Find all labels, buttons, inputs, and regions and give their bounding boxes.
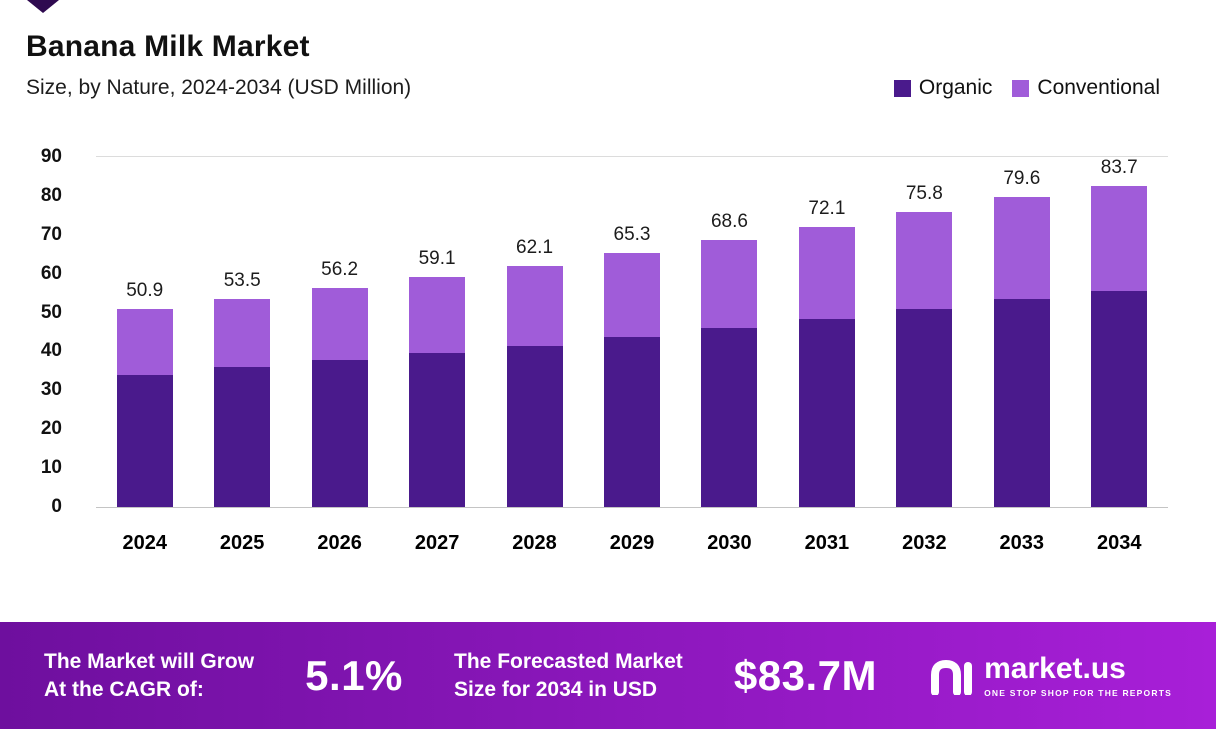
y-axis: 0 10 20 30 40 50 60 70 80 90 bbox=[18, 146, 78, 517]
bar-segment-conventional bbox=[409, 277, 466, 354]
legend-item-conventional: Conventional bbox=[1012, 76, 1160, 100]
marketus-logo-icon bbox=[931, 659, 973, 695]
organic-swatch-icon bbox=[893, 79, 911, 97]
logo-text: market.us bbox=[984, 651, 1126, 685]
cagr-value: 5.1% bbox=[305, 651, 403, 699]
bar-segment-organic bbox=[311, 360, 368, 507]
bar-segment-organic bbox=[214, 367, 271, 507]
bar-group: 59.1 bbox=[388, 157, 485, 507]
x-axis-label: 2027 bbox=[414, 532, 460, 554]
bar-segment-conventional bbox=[896, 212, 953, 309]
y-tick-label: 50 bbox=[40, 301, 62, 323]
growth-label-line2: At the CAGR of: bbox=[44, 677, 204, 701]
bar-segment-conventional bbox=[798, 226, 855, 320]
y-tick-label: 90 bbox=[40, 146, 62, 167]
growth-label-line1: The Market will Grow bbox=[44, 650, 255, 674]
bar-group: 50.9 bbox=[96, 157, 193, 507]
forecast-value: $83.7M bbox=[733, 651, 877, 699]
logo-tagline: ONE STOP SHOP FOR THE REPORTS bbox=[984, 687, 1172, 698]
bar-group: 75.8 bbox=[876, 157, 973, 507]
bar-total-label: 75.8 bbox=[905, 183, 943, 205]
bar-group: 53.5 bbox=[193, 157, 290, 507]
bar-segment-organic bbox=[701, 328, 758, 507]
bar-group: 72.1 bbox=[778, 157, 875, 507]
x-axis-label: 2024 bbox=[122, 532, 167, 554]
y-tick-label: 40 bbox=[40, 340, 62, 362]
page-subtitle: Size, by Nature, 2024-2034 (USD Million) bbox=[26, 76, 412, 99]
x-axis-label: 2032 bbox=[902, 532, 947, 554]
bar-total-label: 56.2 bbox=[321, 259, 359, 281]
legend-label-organic: Organic bbox=[918, 76, 993, 99]
y-tick-label: 0 bbox=[51, 496, 62, 517]
conventional-swatch-icon bbox=[1012, 79, 1030, 97]
bar-segment-organic bbox=[993, 298, 1050, 507]
x-axis-label: 2034 bbox=[1097, 532, 1142, 554]
bar-group: 62.1 bbox=[486, 157, 583, 507]
bar-total-label: 59.1 bbox=[418, 248, 456, 270]
bar-segment-organic bbox=[798, 319, 855, 507]
bar-group: 56.2 bbox=[291, 157, 388, 507]
bar-segment-conventional bbox=[1091, 186, 1148, 292]
x-axis-label: 2029 bbox=[609, 532, 655, 554]
footer-banner: The Market will Grow At the CAGR of: 5.1… bbox=[0, 622, 1216, 729]
y-tick-label: 30 bbox=[40, 379, 62, 401]
y-tick-label: 80 bbox=[40, 184, 62, 206]
bar-total-label: 79.6 bbox=[1003, 168, 1041, 190]
bar-segment-organic bbox=[116, 374, 173, 507]
corner-fold-decoration bbox=[27, 0, 59, 13]
bar-segment-organic bbox=[1091, 291, 1148, 507]
y-tick-label: 10 bbox=[40, 457, 62, 479]
x-axis-label: 2025 bbox=[219, 532, 265, 554]
legend-item-organic: Organic bbox=[893, 76, 993, 100]
bar-total-label: 53.5 bbox=[223, 269, 261, 291]
bar-segment-conventional bbox=[116, 309, 173, 375]
legend: Organic Conventional bbox=[893, 76, 1160, 100]
marketus-logo: market.us ONE STOP SHOP FOR THE REPORTS bbox=[928, 651, 1172, 698]
bar-segment-organic bbox=[506, 345, 563, 507]
bar-total-label: 62.1 bbox=[516, 236, 554, 258]
bar-total-label: 68.6 bbox=[710, 211, 748, 233]
forecast-label: The Forecasted Market Size for 2034 in U… bbox=[454, 648, 683, 703]
forecast-label-line2: Size for 2034 in USD bbox=[454, 677, 658, 701]
bar-segment-conventional bbox=[214, 298, 271, 367]
growth-label: The Market will Grow At the CAGR of: bbox=[44, 648, 254, 703]
bar-group: 65.3 bbox=[583, 157, 680, 507]
x-axis-label: 2028 bbox=[512, 532, 557, 554]
bar-group: 68.6 bbox=[681, 157, 778, 507]
x-axis-label: 2030 bbox=[707, 532, 752, 554]
bar-segment-organic bbox=[896, 308, 953, 507]
bar-total-label: 83.7 bbox=[1100, 157, 1138, 178]
x-axis-label: 2031 bbox=[804, 532, 850, 554]
page-title: Banana Milk Market bbox=[26, 30, 310, 63]
bar-segment-organic bbox=[409, 353, 466, 507]
x-axis: 2024 2025 2026 2027 2028 2029 2030 2031 2032 2033… bbox=[96, 532, 1168, 555]
stacked-bar-chart: 0 10 20 30 40 50 60 70 80 90 50.9 53.5 56.2 59.1 62.1… bbox=[41, 146, 1168, 517]
bar-total-label: 50.9 bbox=[126, 280, 164, 302]
bar-segment-conventional bbox=[993, 197, 1050, 299]
y-tick-label: 70 bbox=[40, 223, 62, 245]
chart-header: Banana Milk Market Size, by Nature, 2024… bbox=[0, 0, 1216, 100]
x-axis-label: 2033 bbox=[999, 532, 1045, 554]
bar-total-label: 72.1 bbox=[808, 197, 846, 219]
bar-segment-conventional bbox=[311, 288, 368, 360]
x-axis-label: 2026 bbox=[317, 532, 362, 554]
bar-segment-conventional bbox=[603, 253, 660, 337]
legend-label-conventional: Conventional bbox=[1037, 76, 1160, 99]
y-tick-label: 60 bbox=[40, 262, 62, 284]
bar-segment-conventional bbox=[506, 265, 563, 346]
bar-group: 79.6 bbox=[973, 157, 1070, 507]
forecast-label-line1: The Forecasted Market bbox=[454, 650, 683, 674]
bar-total-label: 65.3 bbox=[613, 224, 651, 246]
bar-group: 83.7 bbox=[1071, 157, 1168, 507]
bar-segment-organic bbox=[603, 336, 660, 507]
y-tick-label: 20 bbox=[40, 418, 62, 440]
bar-segment-conventional bbox=[701, 240, 758, 329]
